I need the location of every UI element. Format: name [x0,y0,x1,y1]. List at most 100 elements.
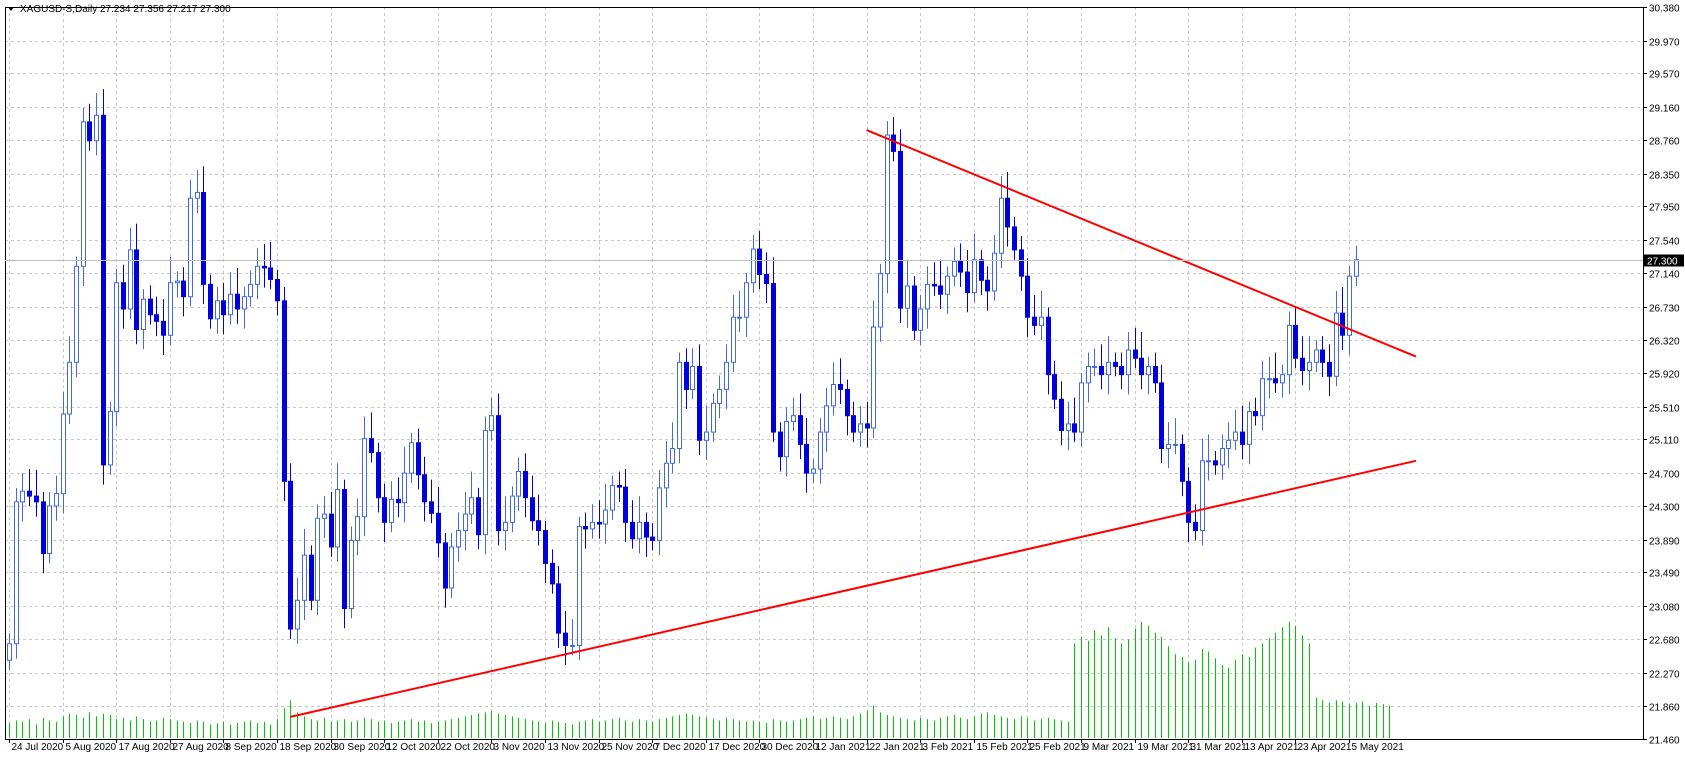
candle-body-up [228,293,233,316]
candle-body-down [1213,460,1218,466]
candle [463,491,468,551]
candle-body-up [402,472,407,504]
candle-body-up [717,388,722,404]
candle-body-up [972,259,977,294]
candle-body-down [342,489,347,610]
candle [597,500,602,539]
candle [1307,336,1312,391]
candle-body-up [449,546,454,589]
candle-body-up [744,282,749,318]
candle [603,483,608,544]
chevron-down-icon[interactable] [8,7,14,11]
candle [1347,266,1352,355]
candle [81,107,86,287]
candle-body-down [891,134,896,152]
candle [1012,217,1017,260]
candle [268,241,273,290]
candle-body-down [181,280,186,298]
candle [523,453,528,518]
candle-body-up [603,509,608,525]
candle [1113,352,1118,377]
candle [128,227,133,319]
candle-body-up [1247,411,1252,445]
x-tick-label: 12 Jan 2021 [816,742,871,753]
candlesticks [7,89,1359,671]
candle-body-down [1032,316,1037,326]
candle [443,533,448,608]
candle-body-up [355,516,360,541]
candle [255,248,260,300]
candle-body-up [670,447,675,464]
candle [188,180,193,307]
candle-body-up [1220,447,1225,466]
candle-body-up [1334,312,1339,377]
candle-body-up [67,361,72,415]
candle [898,129,903,323]
x-tick-label: 25 Nov 2020 [602,742,659,753]
candle-body-down [684,361,689,390]
candle [556,565,561,648]
x-tick-label: 23 Apr 2021 [1298,742,1352,753]
candle-body-up [255,265,260,285]
candle [1106,336,1111,395]
symbol-label: XAGUSD-S,Daily [20,4,97,15]
candle-body-up [711,402,716,433]
ohlc-readout: 27.234 27.356 27.217 27.300 [100,4,231,15]
candle [436,487,441,558]
candle [228,272,233,325]
candle-body-down [1052,374,1057,400]
candle-body-up [1146,365,1151,376]
candle [731,295,736,373]
candle [1213,450,1218,475]
candle [402,446,407,523]
candle-body-up [818,431,823,470]
x-tick-label: 17 Dec 2020 [709,742,766,753]
candle [838,358,843,405]
candle-body-down [134,249,139,331]
candle [34,469,39,517]
candle [865,401,870,448]
x-tick-label: 31 Mar 2021 [1191,742,1248,753]
last-price-tag [1644,254,1684,267]
candle [684,348,689,410]
candle [1260,360,1265,431]
candle-body-down [476,497,481,536]
x-tick-label: 3 Feb 2021 [923,742,974,753]
y-tick-label: 29.970 [1649,38,1680,49]
candle-body-down [443,542,448,589]
candle [262,244,267,288]
candle [41,491,46,574]
candle [275,269,280,316]
candle [724,344,729,410]
candle-body-down [1133,349,1138,359]
candle [329,491,334,557]
candle [288,463,293,639]
candle-body-down [422,474,427,503]
candle [690,348,695,400]
candle-body-down [597,521,602,525]
candle-body-up [677,361,682,449]
candle [141,289,146,350]
candle [47,491,52,564]
candle [945,266,950,314]
candle-body-down [1159,382,1164,449]
candle-body-down [851,415,856,433]
x-tick-label: 7 Dec 2020 [655,742,707,753]
candle-body-up [168,282,173,336]
candle [101,89,106,485]
candle-body-up [195,191,200,199]
candle [623,469,628,543]
candle [999,176,1004,268]
candle-body-down [1119,365,1124,376]
candle [717,375,722,419]
candle [1119,352,1124,390]
candle-body-up [570,644,575,647]
candle [550,549,555,594]
candle [489,397,494,441]
candle-body-down [382,497,387,523]
candle [302,528,307,621]
candle [912,276,917,341]
candle [1166,422,1171,469]
